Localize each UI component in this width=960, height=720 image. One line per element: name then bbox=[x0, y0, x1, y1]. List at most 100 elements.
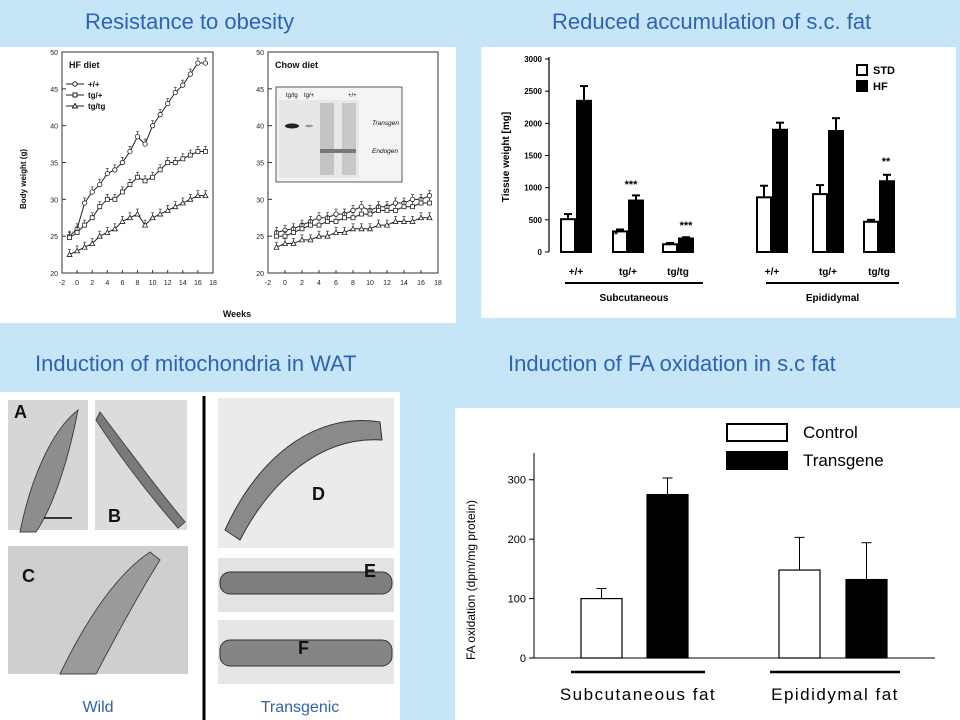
y-tick-label: 500 bbox=[529, 216, 543, 225]
data-point bbox=[400, 218, 408, 224]
bar-hf bbox=[772, 128, 788, 253]
bar-std bbox=[612, 230, 628, 253]
data-point bbox=[392, 218, 399, 224]
micrograph-label: A bbox=[14, 402, 27, 422]
y-tick-label: 0 bbox=[538, 248, 543, 257]
blot-lane-label: tg/tg bbox=[286, 93, 298, 99]
data-point bbox=[393, 207, 398, 213]
legend-marker bbox=[72, 92, 78, 98]
data-point bbox=[417, 214, 425, 221]
x-tick-label: 2 bbox=[90, 280, 94, 287]
data-point bbox=[315, 232, 323, 239]
tissue-weight-chart: 0 500 1000 1500 2000 2500 3000 Tissue weight [m… bbox=[501, 55, 899, 304]
x-tick-label: 18 bbox=[209, 280, 217, 287]
y-tick-label: 40 bbox=[256, 124, 264, 131]
data-point bbox=[418, 200, 424, 206]
bar-std bbox=[560, 218, 576, 254]
y-tick-label: 1500 bbox=[524, 152, 542, 161]
section-label: Subcutaneous bbox=[600, 293, 669, 304]
data-point bbox=[82, 222, 88, 228]
data-point bbox=[426, 214, 433, 221]
legend-label: HF bbox=[873, 81, 888, 93]
legend-label: +/+ bbox=[88, 80, 100, 89]
y-tick-label: 1000 bbox=[524, 184, 542, 193]
y-tick-label: 100 bbox=[508, 594, 526, 606]
data-point bbox=[180, 156, 186, 162]
group-label: +/+ bbox=[765, 267, 780, 278]
data-point bbox=[73, 247, 81, 254]
data-point bbox=[409, 196, 416, 202]
data-point bbox=[82, 200, 88, 206]
blot-label: Transgen bbox=[372, 120, 399, 127]
cell-shape bbox=[219, 571, 393, 595]
data-point bbox=[332, 229, 340, 235]
cell-shape bbox=[19, 408, 79, 533]
y-tick-label: 45 bbox=[50, 87, 58, 94]
data-point bbox=[324, 232, 331, 239]
group-label: tg/+ bbox=[819, 267, 837, 278]
data-point bbox=[358, 204, 365, 210]
data-point bbox=[384, 207, 390, 213]
x-tick-label: -2 bbox=[59, 280, 65, 287]
x-tick-label: -2 bbox=[265, 280, 271, 287]
heading-resistance-to-obesity: Resistance to obesity bbox=[85, 9, 295, 34]
data-point bbox=[172, 203, 179, 210]
bar-hf bbox=[678, 237, 694, 254]
legend-swatch bbox=[856, 80, 868, 92]
bar-hf bbox=[576, 99, 592, 253]
category-label: Epididymal fat bbox=[771, 685, 899, 704]
y-axis-title: Body weight (g) bbox=[19, 149, 28, 209]
y-tick-label: 35 bbox=[50, 161, 58, 168]
data-point bbox=[281, 240, 289, 246]
data-point bbox=[203, 149, 208, 154]
y-tick-label: 40 bbox=[50, 124, 58, 131]
data-point bbox=[350, 207, 356, 213]
bar-hf bbox=[879, 180, 895, 254]
data-point bbox=[150, 123, 156, 129]
transgenic-label: Transgenic bbox=[261, 699, 340, 716]
data-point bbox=[134, 134, 141, 140]
blot-lane-label: +/+ bbox=[348, 93, 357, 99]
data-point bbox=[119, 218, 126, 224]
data-point bbox=[149, 214, 156, 221]
data-point bbox=[308, 222, 313, 228]
y-tick-label: 30 bbox=[50, 197, 58, 204]
y-tick-label: 30 bbox=[256, 197, 264, 204]
data-point bbox=[366, 225, 374, 232]
data-point bbox=[157, 167, 163, 173]
cell-shape bbox=[224, 420, 383, 541]
data-point bbox=[392, 200, 399, 206]
data-point bbox=[298, 236, 306, 243]
x-tick-label: 12 bbox=[164, 280, 172, 287]
y-tick-label: 2500 bbox=[524, 87, 542, 96]
data-point bbox=[165, 100, 171, 107]
bar-hf bbox=[828, 130, 844, 253]
data-point bbox=[359, 211, 364, 217]
y-tick-label: 300 bbox=[508, 475, 526, 487]
data-point bbox=[135, 174, 140, 180]
data-point bbox=[126, 214, 134, 221]
cell-shape bbox=[59, 551, 161, 675]
bar-std bbox=[756, 196, 772, 253]
data-point bbox=[81, 243, 88, 250]
y-tick-label: 20 bbox=[50, 271, 58, 278]
x-tick-label: 2 bbox=[300, 280, 304, 287]
data-point bbox=[89, 189, 95, 195]
cell-shape bbox=[95, 411, 186, 529]
data-point bbox=[316, 222, 322, 228]
x-tick-label: 4 bbox=[105, 280, 109, 287]
data-point bbox=[195, 60, 201, 66]
data-point bbox=[179, 199, 186, 206]
legend-label: Control bbox=[803, 423, 858, 442]
data-point bbox=[299, 226, 305, 232]
micrograph-label: E bbox=[364, 561, 376, 581]
data-point bbox=[119, 159, 126, 166]
x-tick-label: 10 bbox=[149, 280, 157, 287]
data-point bbox=[290, 240, 297, 246]
data-point bbox=[134, 210, 141, 217]
legend-marker bbox=[72, 81, 78, 87]
bar-std bbox=[662, 243, 678, 253]
micrograph-label: D bbox=[312, 484, 325, 504]
data-point bbox=[180, 82, 186, 88]
